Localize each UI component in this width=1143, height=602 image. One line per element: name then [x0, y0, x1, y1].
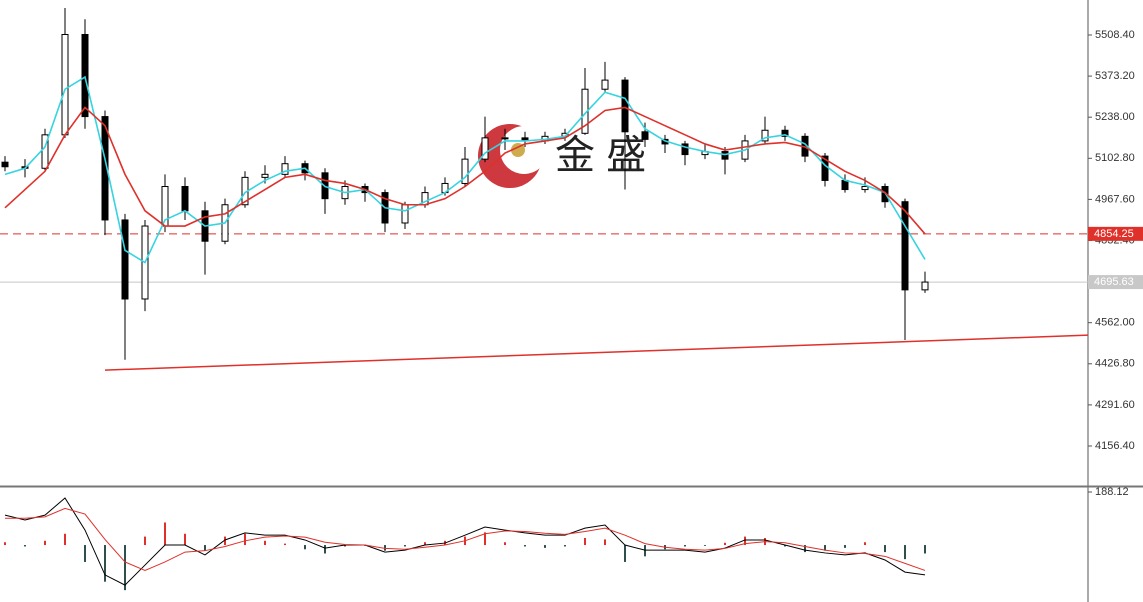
indicator-line	[5, 507, 926, 571]
histogram-bar	[484, 532, 486, 546]
watermark: 金 盛	[555, 134, 646, 178]
histogram-bar	[724, 542, 726, 546]
candle-body	[901, 201, 909, 291]
candle-body	[781, 129, 789, 137]
histogram-bar	[864, 542, 866, 546]
candle-body	[401, 204, 409, 224]
candle-body	[101, 116, 109, 221]
histogram-bar	[244, 533, 246, 546]
candle-body	[621, 79, 629, 133]
y-tick-label: 4156.40	[1095, 440, 1135, 452]
indicator-line	[4, 106, 926, 235]
histogram-bar	[524, 545, 526, 547]
indicator-line	[4, 75, 926, 264]
histogram-bar	[784, 545, 786, 547]
candle-body	[81, 34, 89, 118]
y-tick-label: 4291.60	[1095, 399, 1135, 411]
y-tick-label: 4426.80	[1095, 358, 1135, 370]
histogram-bar	[104, 545, 106, 582]
price-label-box	[1088, 275, 1143, 290]
candle-body	[601, 79, 609, 90]
histogram-bar	[584, 537, 586, 546]
histogram-bar	[924, 545, 926, 554]
histogram-bar	[804, 545, 806, 553]
candle-body	[1, 161, 9, 168]
histogram-bar	[24, 545, 26, 547]
histogram-bar	[904, 545, 906, 560]
histogram-bar	[744, 536, 746, 546]
candle-body	[761, 129, 769, 142]
candle-body	[681, 143, 689, 156]
histogram-bar	[344, 545, 346, 547]
histogram-bar	[184, 533, 186, 546]
y-tick-label: 188.12	[1095, 486, 1129, 498]
y-tick-label: 5373.20	[1095, 70, 1135, 82]
histogram-bar	[844, 545, 846, 548]
histogram-bar	[284, 543, 286, 546]
candle-body	[861, 186, 869, 191]
price-label-box	[1088, 226, 1143, 241]
y-tick-label: 5102.80	[1095, 152, 1135, 164]
histogram-bar	[424, 542, 426, 546]
histogram-bar	[504, 542, 506, 546]
histogram-bar	[624, 545, 626, 562]
candle-body	[121, 219, 129, 300]
y-tick-label: 5238.00	[1095, 111, 1135, 123]
histogram-bar	[704, 545, 706, 546]
candle-body	[841, 179, 849, 191]
histogram-bar	[884, 545, 886, 553]
histogram-bar	[604, 539, 606, 546]
candle-body	[481, 137, 489, 160]
trendline	[104, 334, 1089, 371]
candle-body	[461, 158, 469, 184]
histogram-bar	[544, 545, 546, 548]
price-label: 4695.63	[1094, 276, 1134, 288]
histogram-bar	[204, 545, 206, 551]
y-tick-label: 5508.40	[1095, 29, 1135, 41]
histogram-bar	[164, 522, 166, 546]
histogram-bar	[44, 540, 46, 546]
histogram-bar	[64, 533, 66, 546]
candle-body	[41, 134, 49, 169]
histogram-bar	[644, 545, 646, 557]
histogram-bar	[324, 545, 326, 554]
candle-body	[261, 173, 269, 178]
candle-body	[281, 163, 289, 175]
histogram-bar	[144, 536, 146, 546]
candle-body	[921, 281, 929, 291]
histogram-bar	[384, 545, 386, 551]
candle-body	[501, 137, 509, 140]
histogram-bar	[404, 545, 406, 547]
histogram-bar	[824, 545, 826, 551]
histogram-bar	[224, 536, 226, 546]
logo-dot	[511, 143, 525, 157]
candle-body	[181, 186, 189, 212]
histogram-bar	[264, 540, 266, 546]
y-tick-label: 4562.00	[1095, 317, 1135, 329]
price-label: 4854.25	[1094, 228, 1134, 240]
y-tick-label: 4967.60	[1095, 193, 1135, 205]
histogram-bar	[84, 545, 86, 562]
candle-body	[61, 34, 69, 136]
histogram-bar	[304, 545, 306, 550]
histogram-bar	[684, 545, 686, 547]
histogram-bar	[4, 542, 6, 546]
histogram-bar	[124, 545, 126, 591]
candle-body	[641, 131, 649, 140]
histogram-bar	[564, 545, 566, 547]
